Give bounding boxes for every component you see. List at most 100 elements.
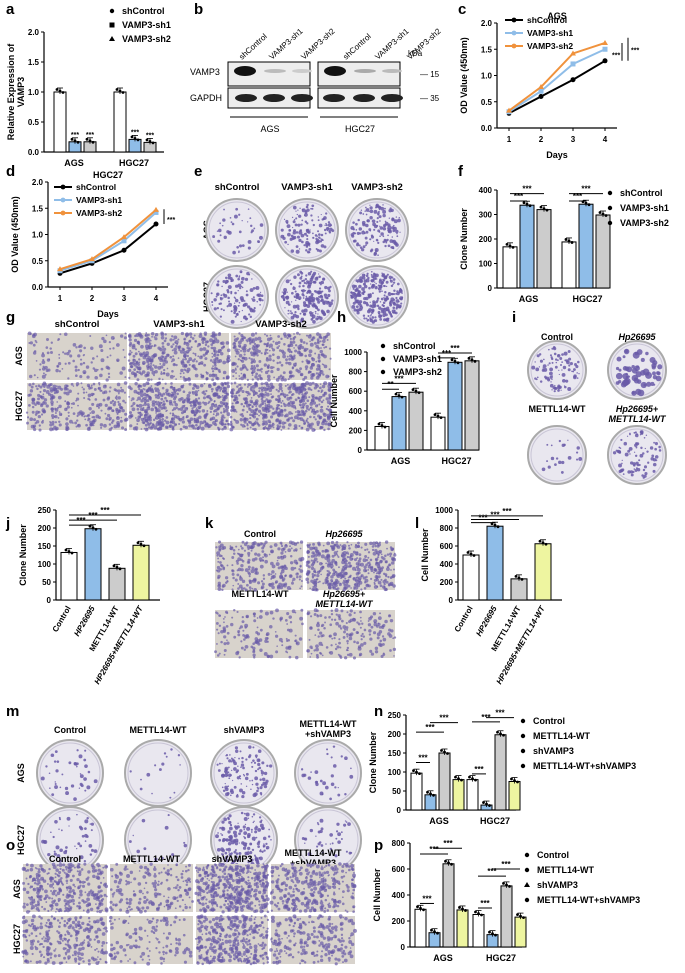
panel-k-cell (222, 567, 226, 571)
panel-g-cell (169, 338, 173, 342)
panel-k-cell (298, 568, 301, 571)
panel-k-cell (244, 588, 248, 592)
panel-e-colony (251, 229, 255, 233)
panel-letter-k: k (205, 515, 214, 532)
panel-e-colony (289, 312, 291, 314)
panel-e-colony (369, 209, 374, 214)
panel-g-cell (257, 344, 260, 347)
panel-e-colony (210, 292, 213, 295)
panel-g-cell (36, 387, 39, 391)
panel-g-cell (38, 428, 42, 432)
panel-h-legend-marker (380, 343, 386, 349)
panel-g-cell (222, 345, 226, 349)
sig-stars: *** (581, 185, 591, 194)
panel-g-cell (215, 339, 220, 344)
panel-m-colony (245, 785, 248, 787)
panel-k-cell (338, 638, 341, 641)
panel-m-colony (163, 752, 167, 755)
panel-g-cell (263, 382, 266, 385)
panel-g-cell (278, 397, 281, 400)
panel-e-colony (306, 250, 310, 254)
panel-letter-h: h (337, 309, 346, 326)
panel-g-cell (211, 370, 215, 373)
panel-g-cell (56, 406, 60, 409)
panel-a-ytick-label: 1.5 (28, 58, 40, 67)
panel-g-cell (322, 339, 326, 343)
panel-g-cell (138, 403, 143, 408)
panel-g-cell (319, 386, 322, 390)
panel-k-cell (306, 611, 311, 615)
panel-i-colony (645, 372, 650, 376)
panel-e-colony (378, 306, 382, 310)
panel-e-colony (256, 300, 259, 303)
panel-g-cell (140, 372, 143, 376)
panel-g-cell (328, 368, 331, 371)
panel-m-colony (54, 785, 58, 789)
panel-m-colony (225, 754, 229, 757)
panel-g-cell (105, 378, 109, 382)
panel-k-cell (371, 545, 375, 548)
panel-g-cell (77, 404, 79, 407)
panel-d-point (121, 247, 127, 253)
panel-g-cell (321, 384, 326, 389)
panel-k-cell (219, 563, 223, 567)
panel-k-cell (342, 625, 347, 629)
panel-g-cell (29, 341, 33, 345)
panel-k-cell (334, 608, 339, 613)
panel-e-colony (323, 313, 326, 316)
panel-m-colony (226, 757, 229, 760)
panel-g-cell (304, 365, 309, 369)
panel-g-cell (225, 341, 230, 345)
panel-e-colony (306, 238, 309, 241)
panel-k-cell (374, 544, 377, 548)
panel-g-cell (185, 336, 188, 338)
panel-e-colony (226, 230, 230, 234)
panel-g-cell (185, 397, 188, 400)
panel-e-colony (308, 301, 312, 305)
panel-e-colony (292, 286, 295, 288)
panel-g-cell (258, 387, 261, 390)
panel-e-colony (293, 295, 295, 297)
panel-d-series-line (59, 209, 157, 271)
panel-j-ytick-label: 250 (38, 506, 52, 515)
panel-g-cell (278, 419, 282, 423)
panel-m-colony (235, 749, 239, 753)
panel-i-colony (638, 463, 641, 467)
panel-k-cell (223, 648, 227, 652)
panel-i-colony (630, 473, 634, 477)
panel-k-cell (308, 638, 311, 641)
panel-g-cell (79, 362, 83, 366)
panel-k-cell (275, 608, 279, 613)
data-point (380, 424, 384, 427)
data-point (433, 413, 437, 417)
panel-k-cell (343, 571, 348, 576)
panel-m-colony (261, 777, 266, 782)
panel-e-colony (230, 310, 233, 313)
panel-g-cell (251, 414, 254, 417)
panel-e-colony (327, 223, 332, 227)
panel-k-cell (359, 616, 362, 619)
panel-i-colony (634, 469, 638, 472)
panel-i-colony (576, 372, 578, 374)
panel-g-cell (180, 385, 184, 389)
panel-e-colony (238, 310, 241, 313)
panel-g-cell (314, 410, 317, 414)
panel-g-cell (319, 408, 324, 413)
panel-g-cell (162, 347, 167, 351)
panel-g-cell (140, 399, 144, 403)
panel-b-cell: AGS (260, 124, 279, 134)
panel-g-cell (283, 408, 287, 412)
panel-e-colony (211, 304, 214, 306)
panel-g-cell (100, 409, 103, 412)
panel-e-colony (222, 309, 225, 312)
panel-b-kda-mark: — 15 (420, 70, 440, 79)
panel-g-cell (88, 398, 91, 401)
panel-g-cell (194, 392, 199, 397)
panel-k-cell (370, 625, 374, 629)
panel-e-colony (396, 291, 400, 296)
panel-k-cell (274, 630, 277, 633)
panel-k-cell (241, 616, 244, 619)
panel-m-colony (165, 755, 168, 758)
panel-k-cell (305, 577, 310, 582)
panel-k-cell (218, 540, 222, 544)
